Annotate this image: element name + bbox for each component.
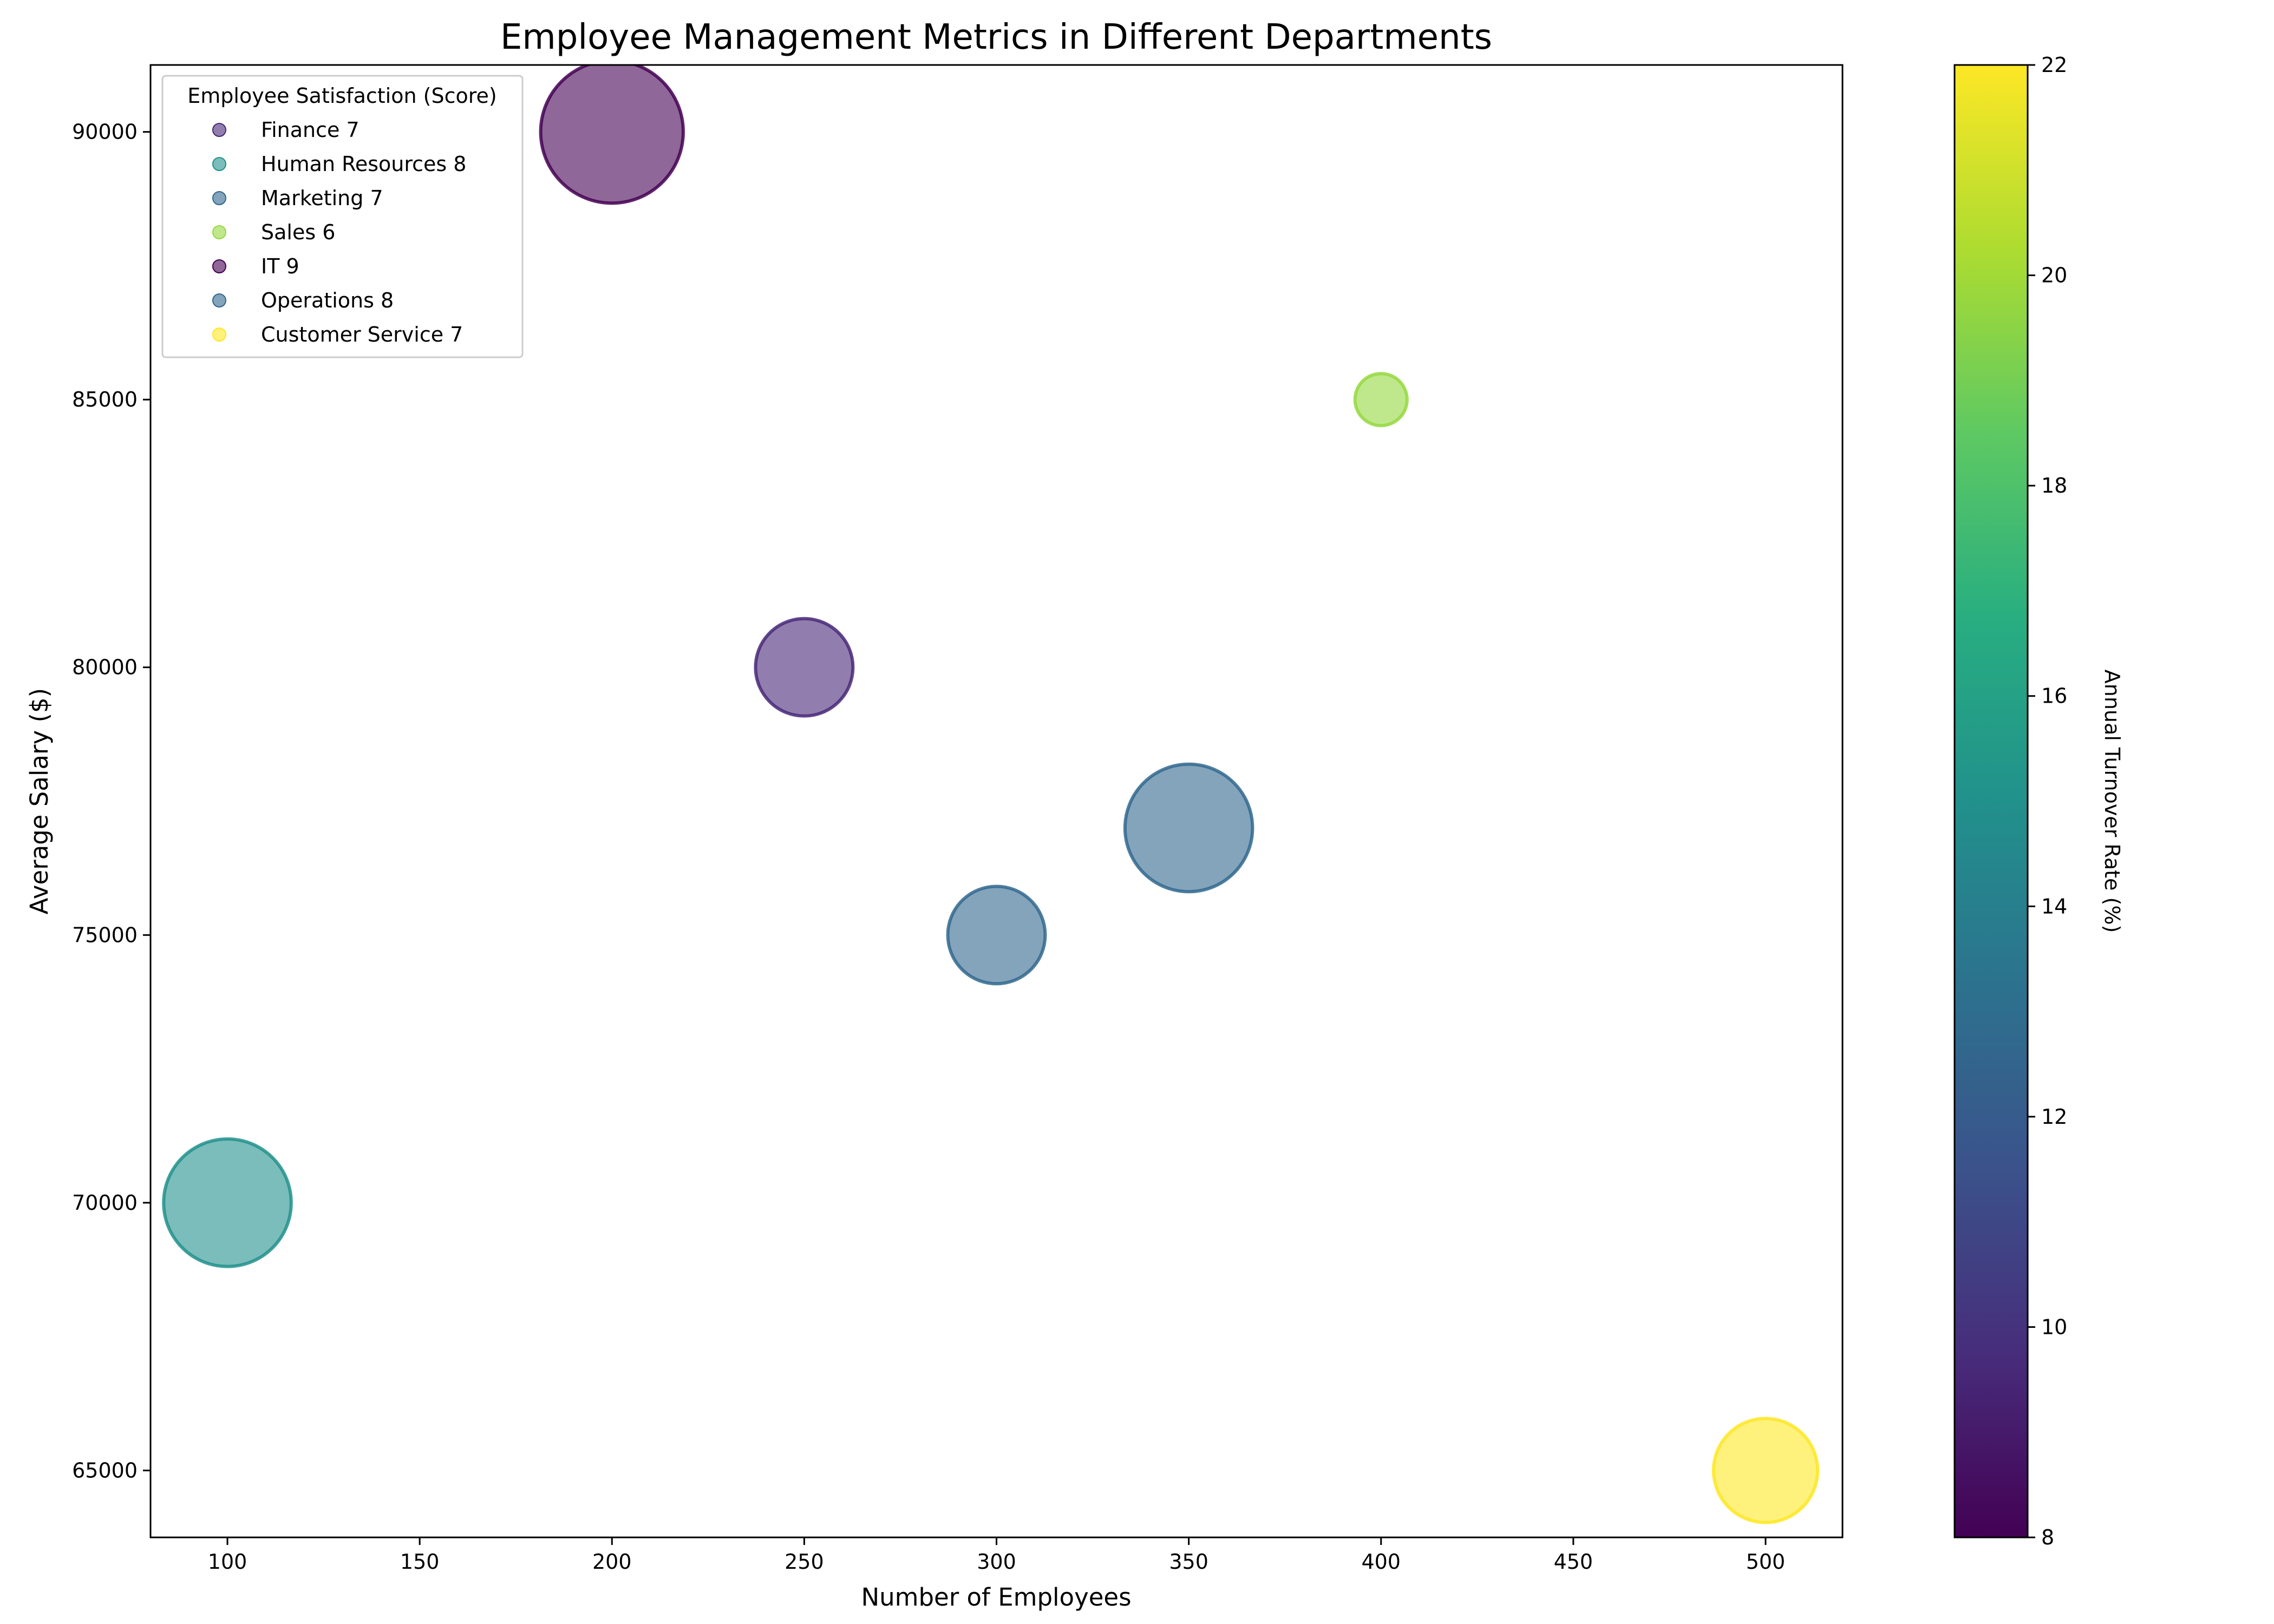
legend-marker <box>212 293 226 307</box>
colorbar-tick-label: 18 <box>2041 474 2067 497</box>
x-tick-label: 300 <box>977 1550 1016 1574</box>
data-point <box>754 617 855 718</box>
legend-label: Sales 6 <box>261 220 335 244</box>
legend: Employee Satisfaction (Score) Finance 7 H… <box>161 75 524 358</box>
data-point <box>539 65 685 205</box>
y-tick-label: 70000 <box>72 1191 138 1215</box>
colorbar-tick-label: 14 <box>2041 894 2067 918</box>
legend-marker <box>212 123 226 137</box>
data-points <box>162 65 1820 1524</box>
legend-marker <box>212 259 226 273</box>
colorbar-tick-label: 16 <box>2041 684 2067 708</box>
data-point <box>1123 762 1254 894</box>
x-tick-label: 400 <box>1361 1550 1401 1574</box>
legend-label: Finance 7 <box>261 118 360 142</box>
colorbar-tick-label: 22 <box>2041 53 2067 77</box>
legend-items: Finance 7 Human Resources 8 Marketing 7 Sal… <box>212 118 466 346</box>
y-axis-label: Average Salary ($) <box>25 688 54 915</box>
y-tick-label: 75000 <box>72 923 138 947</box>
legend-label: Marketing 7 <box>261 186 383 210</box>
y-tick-label: 90000 <box>72 120 138 144</box>
data-point <box>162 1137 293 1268</box>
x-axis-ticks: 100 150 200 250 300 350 400 450 500 <box>208 1537 1785 1574</box>
x-tick-label: 100 <box>208 1550 247 1574</box>
x-tick-label: 350 <box>1169 1550 1208 1574</box>
legend-label: Customer Service 7 <box>261 323 463 346</box>
y-tick-label: 80000 <box>72 656 138 679</box>
legend-title: Employee Satisfaction (Score) <box>187 84 496 108</box>
legend-label: Operations 8 <box>261 289 394 312</box>
colorbar-tick-label: 20 <box>2041 264 2067 287</box>
x-tick-label: 450 <box>1554 1550 1593 1574</box>
colorbar: 8 10 12 14 16 18 20 22 Annual Turnover Rate (%) <box>1953 53 2124 1549</box>
x-tick-label: 500 <box>1746 1550 1786 1574</box>
data-point <box>946 885 1047 986</box>
legend-label: Human Resources 8 <box>261 152 466 176</box>
x-axis-label: Number of Employees <box>861 1583 1131 1612</box>
chart-title: Employee Management Metrics in Different… <box>500 17 1492 57</box>
legend-box <box>161 75 524 358</box>
x-tick-label: 250 <box>785 1550 824 1574</box>
y-axis-ticks: 65000 70000 75000 80000 85000 90000 <box>72 120 151 1482</box>
colorbar-gradient <box>1953 64 2029 1538</box>
colorbar-tick-label: 10 <box>2041 1315 2067 1339</box>
data-point <box>1353 372 1409 428</box>
colorbar-label: Annual Turnover Rate (%) <box>2100 670 2124 933</box>
y-tick-label: 65000 <box>72 1458 138 1482</box>
data-point <box>1711 1417 1820 1524</box>
legend-marker <box>212 225 226 239</box>
colorbar-tick-label: 8 <box>2041 1525 2054 1549</box>
colorbar-ticks: 8 10 12 14 16 18 20 22 <box>2028 53 2067 1549</box>
legend-marker <box>212 191 226 205</box>
legend-label: IT 9 <box>261 254 299 278</box>
y-tick-label: 85000 <box>72 388 138 411</box>
x-tick-label: 200 <box>592 1550 632 1574</box>
legend-marker <box>212 157 226 171</box>
x-tick-label: 150 <box>400 1550 440 1574</box>
colorbar-tick-label: 12 <box>2041 1105 2067 1129</box>
legend-marker <box>212 328 226 342</box>
